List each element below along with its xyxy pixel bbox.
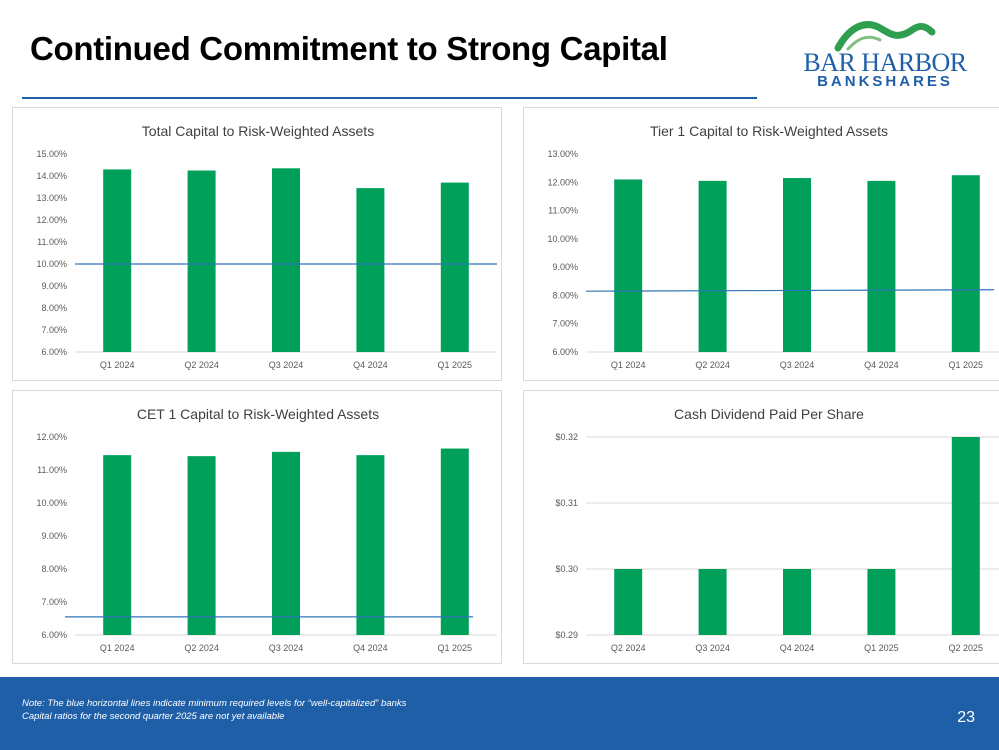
bar	[783, 178, 811, 352]
y-tick-label: 11.00%	[37, 237, 67, 247]
x-tick-label: Q1 2025	[864, 643, 899, 653]
y-tick-label: 12.00%	[36, 432, 67, 442]
y-tick-label: 9.00%	[41, 531, 67, 541]
chart-cet1-capital: CET 1 Capital to Risk-Weighted Assets 6.0…	[12, 390, 502, 664]
y-tick-label: 10.00%	[36, 259, 67, 269]
x-tick-label: Q3 2024	[695, 643, 730, 653]
chart-svg: CET 1 Capital to Risk-Weighted Assets 6.0…	[36, 406, 497, 653]
bar	[698, 180, 727, 352]
x-tick-label: Q1 2024	[100, 360, 135, 370]
chart-svg: Tier 1 Capital to Risk-Weighted Assets 6.…	[547, 123, 999, 370]
chart-title: Total Capital to Risk-Weighted Assets	[142, 123, 374, 139]
y-tick-label: 8.00%	[41, 303, 67, 313]
bar	[103, 455, 132, 635]
y-tick-label: 7.00%	[41, 325, 67, 335]
y-tick-label: 10.00%	[36, 498, 67, 508]
chart-tier1-capital: Tier 1 Capital to Risk-Weighted Assets 6.…	[523, 107, 999, 381]
y-tick-label: 8.00%	[41, 564, 67, 574]
y-tick-label: 6.00%	[41, 347, 67, 357]
page-number: 23	[957, 709, 975, 726]
chart-svg: Cash Dividend Paid Per Share $0.29 $0.30 $0…	[555, 406, 999, 653]
x-tick-label: Q1 2025	[949, 360, 984, 370]
chart-title: Tier 1 Capital to Risk-Weighted Assets	[650, 123, 888, 139]
x-tick-label: Q2 2024	[695, 360, 730, 370]
page-title: Continued Commitment to Strong Capital	[30, 30, 668, 67]
bar	[272, 451, 300, 635]
x-tick-label: Q1 2024	[611, 360, 646, 370]
bar	[272, 168, 300, 352]
y-tick-label: 6.00%	[552, 347, 578, 357]
y-tick-label: 9.00%	[41, 281, 67, 291]
y-tick-label: 7.00%	[552, 319, 578, 329]
footer-bar: Note: The blue horizontal lines indicate…	[0, 677, 999, 750]
bar	[951, 437, 980, 635]
footer-note-line2: Capital ratios for the second quarter 20…	[22, 711, 285, 722]
y-tick-label: 11.00%	[37, 465, 67, 475]
bar	[103, 169, 132, 352]
x-tick-label: Q4 2024	[780, 643, 815, 653]
bar	[440, 448, 469, 635]
y-tick-label: 7.00%	[41, 597, 67, 607]
y-tick-label: $0.29	[555, 630, 578, 640]
bar	[614, 569, 643, 635]
y-tick-label: $0.30	[555, 564, 578, 574]
title-divider	[22, 97, 757, 99]
y-tick-label: 13.00%	[547, 149, 578, 159]
bar	[867, 569, 896, 635]
y-tick-label: 14.00%	[36, 171, 67, 181]
footer-note: Note: The blue horizontal lines indicate…	[22, 697, 406, 723]
y-tick-label: 11.00%	[548, 206, 578, 216]
bar-harbor-logo: BAR HARBOR BANKSHARES	[800, 18, 970, 93]
y-tick-label: 12.00%	[36, 215, 67, 225]
x-tick-label: Q1 2024	[100, 643, 135, 653]
reference-line	[585, 289, 995, 292]
y-tick-label: 12.00%	[547, 177, 578, 187]
bar	[187, 170, 216, 352]
bar	[356, 455, 385, 635]
x-tick-label: Q2 2024	[184, 360, 219, 370]
x-tick-label: Q3 2024	[269, 360, 304, 370]
bar	[187, 456, 216, 635]
x-tick-label: Q4 2024	[353, 360, 388, 370]
bar	[356, 188, 385, 352]
x-tick-label: Q3 2024	[780, 360, 815, 370]
x-tick-label: Q4 2024	[864, 360, 899, 370]
x-tick-label: Q2 2025	[949, 643, 984, 653]
y-tick-label: 8.00%	[552, 290, 578, 300]
y-tick-label: 6.00%	[41, 630, 67, 640]
bar	[951, 175, 980, 352]
y-tick-label: 9.00%	[552, 262, 578, 272]
x-tick-label: Q1 2025	[438, 360, 473, 370]
y-tick-label: $0.32	[555, 432, 578, 442]
y-tick-label: 15.00%	[36, 149, 67, 159]
y-tick-label: $0.31	[555, 498, 578, 508]
chart-cash-dividend: Cash Dividend Paid Per Share $0.29 $0.30 $0…	[523, 390, 999, 664]
chart-title: Cash Dividend Paid Per Share	[674, 406, 864, 422]
x-tick-label: Q1 2025	[438, 643, 473, 653]
x-tick-label: Q4 2024	[353, 643, 388, 653]
bar	[867, 180, 896, 352]
chart-total-capital: Total Capital to Risk-Weighted Assets 6.0…	[12, 107, 502, 381]
footer-note-line1: Note: The blue horizontal lines indicate…	[22, 698, 407, 709]
x-tick-label: Q3 2024	[269, 643, 304, 653]
bar	[783, 569, 811, 635]
logo-wordmark: BAR HARBOR	[803, 48, 967, 77]
y-tick-label: 13.00%	[36, 193, 67, 203]
bar	[698, 569, 727, 635]
x-tick-label: Q2 2024	[184, 643, 219, 653]
chart-title: CET 1 Capital to Risk-Weighted Assets	[137, 406, 379, 422]
chart-svg: Total Capital to Risk-Weighted Assets 6.0…	[36, 123, 497, 370]
logo-subtitle: BANKSHARES	[817, 73, 953, 90]
bar	[440, 182, 469, 352]
bar	[614, 179, 643, 352]
x-tick-label: Q2 2024	[611, 643, 646, 653]
mountain-logo-icon	[834, 21, 936, 52]
y-tick-label: 10.00%	[547, 234, 578, 244]
